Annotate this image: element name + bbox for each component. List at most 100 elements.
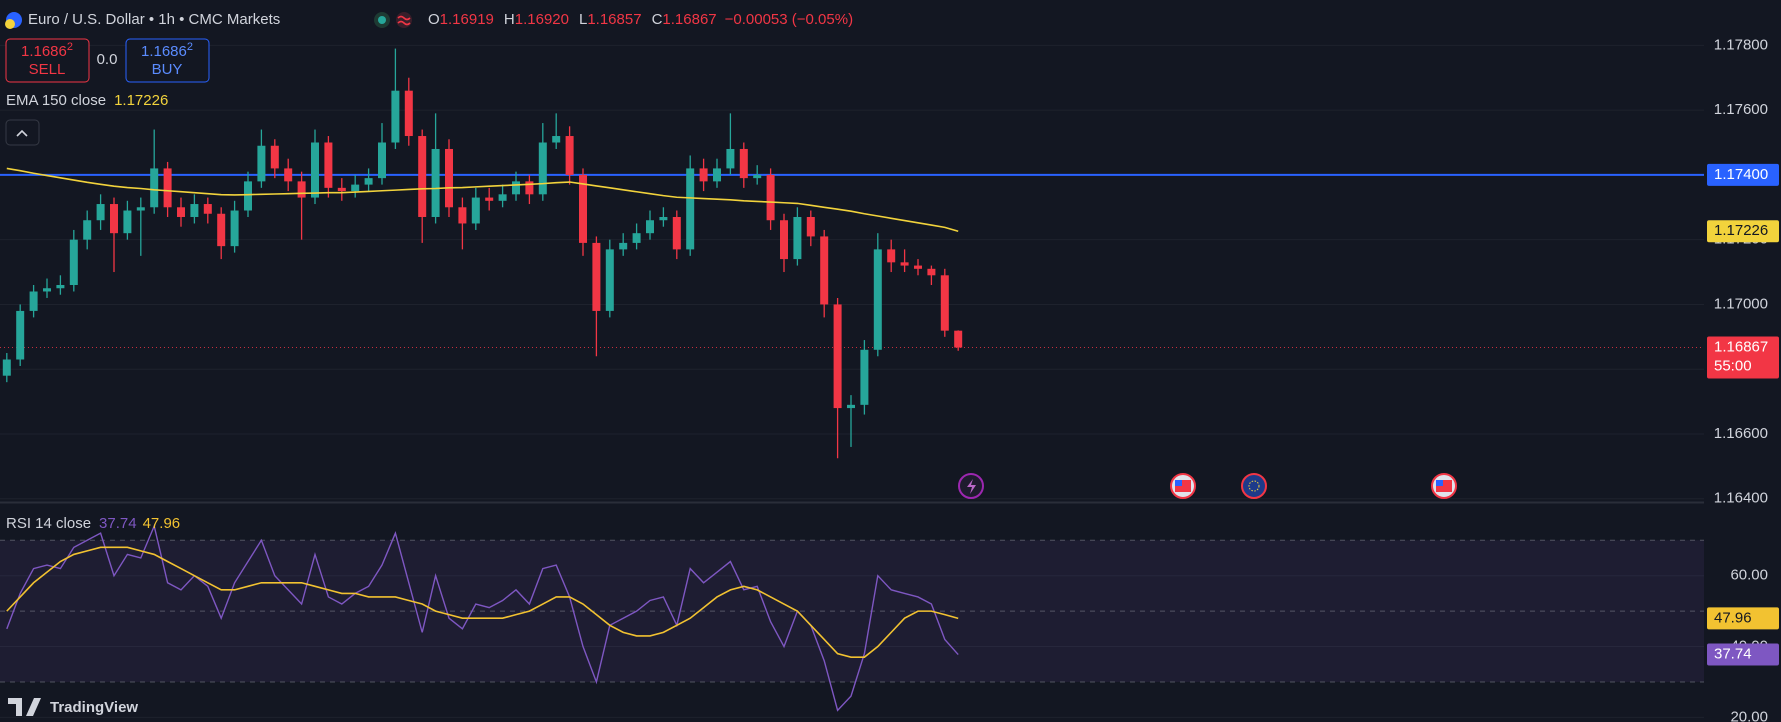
candle-body bbox=[592, 242, 601, 311]
candle-body bbox=[780, 220, 788, 260]
last-price-tag: 1.16867 bbox=[1714, 338, 1768, 355]
candle-body bbox=[538, 142, 547, 195]
rsi-ma-tag: 47.96 bbox=[1714, 609, 1752, 626]
ohlc-key: O bbox=[428, 11, 440, 28]
candle-body bbox=[739, 148, 748, 179]
candle-body bbox=[391, 90, 400, 143]
candle-body bbox=[136, 207, 145, 211]
candle-body bbox=[619, 242, 628, 250]
sell-button[interactable] bbox=[5, 38, 90, 83]
rsi-ma-legend-value: 47.96 bbox=[143, 515, 181, 532]
candle-body bbox=[713, 168, 721, 182]
candle-body bbox=[351, 184, 360, 192]
candle-body bbox=[96, 204, 105, 221]
rsi-legend: RSI 14 close 37.74 47.96 bbox=[6, 515, 180, 532]
buy-label: BUY bbox=[152, 61, 183, 78]
ema-legend-name: EMA 150 close bbox=[6, 92, 106, 109]
price-line-tag-box bbox=[1707, 163, 1779, 186]
event-glyph bbox=[1175, 480, 1182, 486]
ema-legend-value: 1.17226 bbox=[114, 92, 168, 109]
y-tick-label: 1.16400 bbox=[1714, 490, 1768, 507]
candle-body bbox=[525, 181, 534, 195]
candle-body bbox=[954, 330, 963, 348]
candle-body bbox=[43, 288, 51, 292]
candle-body bbox=[257, 145, 266, 182]
candle-body bbox=[659, 216, 668, 221]
candle-body bbox=[512, 181, 520, 195]
sell-price: 1.16862 bbox=[21, 41, 73, 60]
candle-body bbox=[190, 204, 199, 217]
candle-body bbox=[364, 178, 373, 185]
rsi-tag: 37.74 bbox=[1714, 646, 1752, 663]
grid bbox=[0, 44, 1704, 718]
candle-body bbox=[646, 220, 654, 234]
buy-button[interactable] bbox=[125, 38, 210, 83]
event-glyph bbox=[967, 479, 976, 494]
ema-line bbox=[6, 167, 959, 233]
ohlc-value: 1.16857 bbox=[587, 11, 641, 28]
candle-body bbox=[29, 291, 38, 311]
rsi-legend-value: 37.74 bbox=[99, 515, 137, 532]
y-tick-label: 1.16600 bbox=[1714, 425, 1768, 442]
candle-body bbox=[163, 168, 172, 208]
ohlc-value: 1.16919 bbox=[440, 11, 494, 28]
rsi-tick-label: 60.00 bbox=[1730, 567, 1768, 584]
candle-body bbox=[404, 90, 413, 137]
candle-body bbox=[445, 148, 453, 208]
sell-price-pip: 2 bbox=[67, 41, 73, 53]
candle-body bbox=[270, 145, 279, 169]
event-icon[interactable] bbox=[1241, 473, 1267, 499]
ema-tag-box bbox=[1707, 220, 1779, 243]
ohlc-key: C bbox=[652, 11, 663, 28]
candle-body bbox=[177, 207, 185, 217]
candle-body bbox=[927, 268, 936, 276]
brand-name: TradingView bbox=[50, 699, 138, 716]
candle-body bbox=[217, 213, 226, 247]
candle-body bbox=[552, 136, 561, 143]
countdown: 55:00 bbox=[1714, 357, 1752, 374]
candle-body bbox=[297, 181, 306, 198]
candle-body bbox=[914, 265, 922, 269]
candle-body bbox=[123, 210, 132, 234]
candle-body bbox=[672, 216, 681, 250]
ohlc-values: O1.16919 H1.16920 L1.16857 C1.16867 −0.00053… bbox=[428, 11, 853, 28]
candle-body bbox=[686, 168, 695, 250]
candle-body bbox=[605, 249, 614, 311]
event-glyph bbox=[1436, 480, 1443, 486]
candle-body bbox=[498, 194, 507, 201]
candle-body bbox=[378, 142, 386, 179]
delay-glyph bbox=[397, 15, 411, 26]
candle-body bbox=[324, 142, 333, 188]
candle-body bbox=[766, 174, 775, 221]
candle-body bbox=[753, 174, 762, 179]
candle-body bbox=[940, 275, 949, 331]
change: −0.00053 (−0.05%) bbox=[725, 11, 853, 28]
candle-body bbox=[793, 216, 802, 260]
candle-body bbox=[83, 220, 92, 240]
candle-body bbox=[699, 168, 708, 182]
candle-body bbox=[244, 181, 252, 211]
rsi-legend-name: RSI 14 close bbox=[6, 515, 91, 532]
candle-body bbox=[873, 249, 882, 350]
event-glyph bbox=[1248, 480, 1260, 492]
rsi-tag-box bbox=[1707, 643, 1779, 666]
ohlc-value: 1.16920 bbox=[515, 11, 569, 28]
price-line-tag: 1.17400 bbox=[1714, 166, 1768, 183]
candle-body bbox=[16, 310, 25, 360]
candle-body bbox=[579, 174, 587, 243]
delay-icon[interactable] bbox=[396, 12, 412, 28]
ohlc-value: 1.16867 bbox=[662, 11, 716, 28]
ohlc-key: L bbox=[579, 11, 587, 28]
symbol-icon bbox=[5, 19, 15, 29]
buy-price-main: 1.1686 bbox=[141, 43, 187, 60]
rsi-ma-tag-box bbox=[1707, 607, 1779, 630]
spread: 0.0 bbox=[97, 51, 118, 68]
last-price-box bbox=[1707, 336, 1779, 379]
collapse-icon bbox=[16, 129, 28, 137]
candle-body bbox=[150, 168, 159, 208]
ema-legend: EMA 150 close 1.17226 bbox=[6, 92, 168, 109]
sell-price-main: 1.1686 bbox=[21, 43, 67, 60]
y-tick-label: 1.17600 bbox=[1714, 101, 1768, 118]
